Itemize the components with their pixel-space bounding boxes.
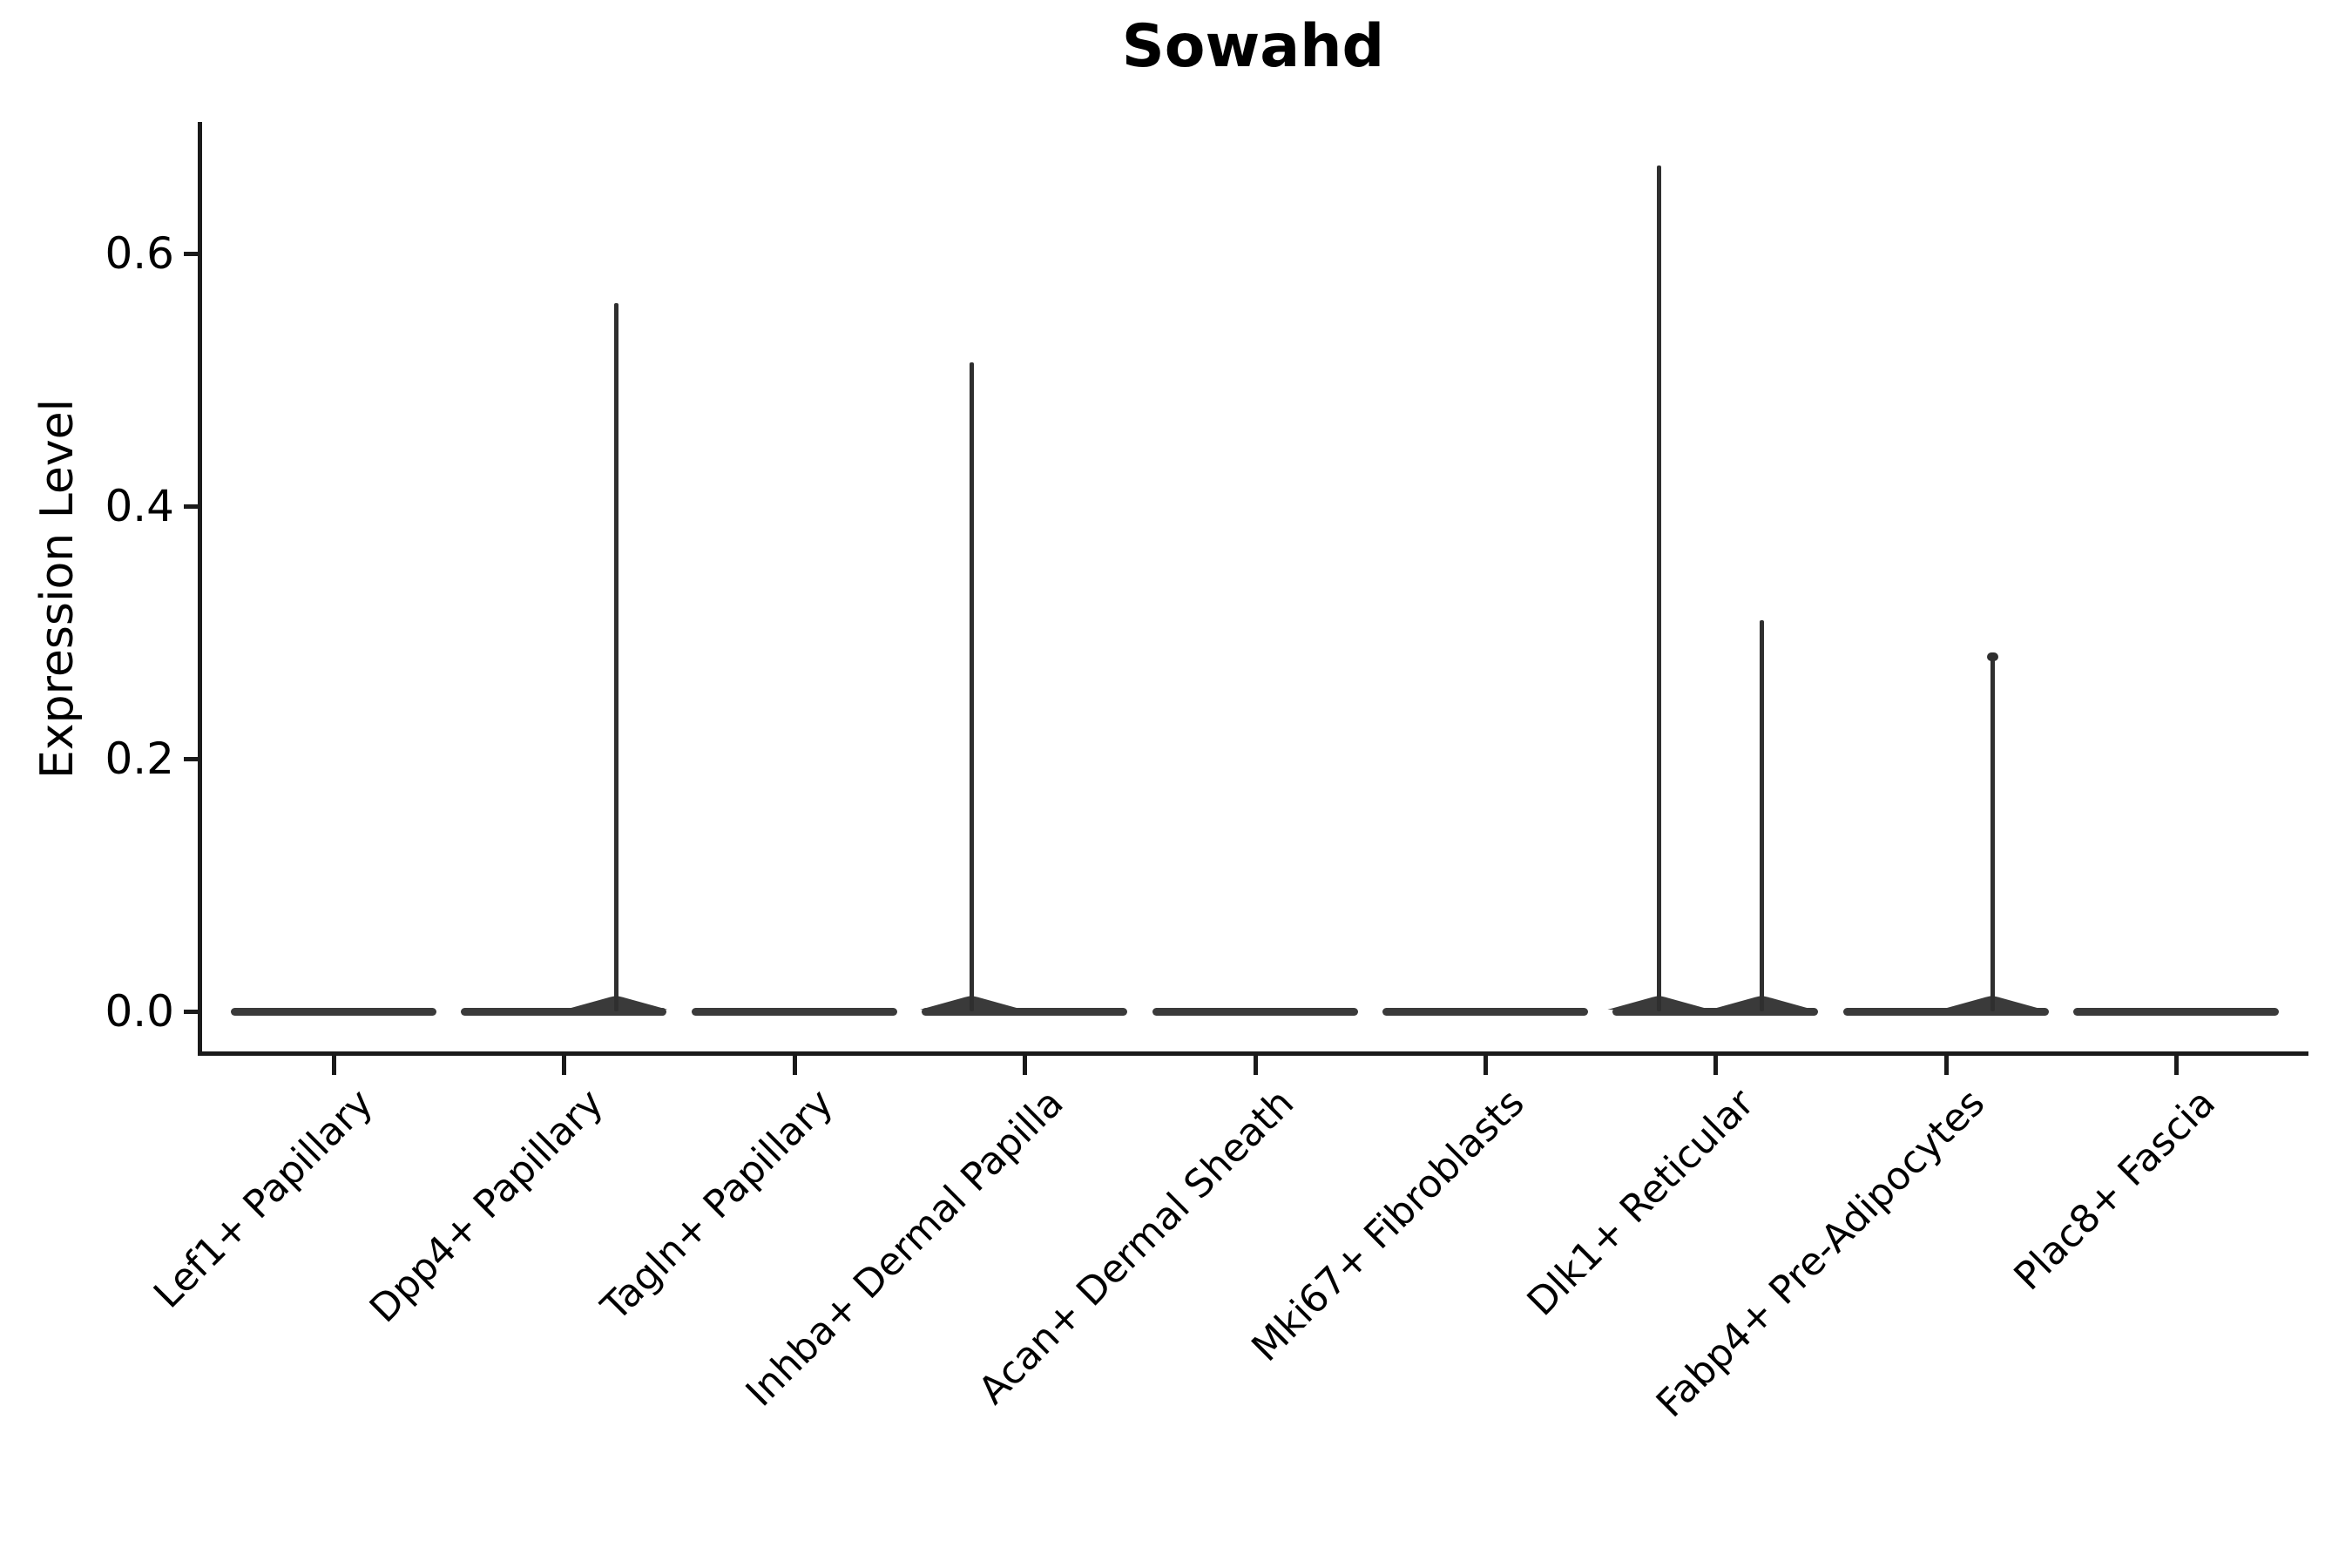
x-tick bbox=[1023, 1056, 1028, 1075]
x-tick bbox=[1713, 1056, 1719, 1075]
violin-body bbox=[461, 1008, 667, 1016]
violin-spike bbox=[614, 302, 619, 1011]
y-tick-label: 0.6 bbox=[105, 228, 174, 279]
violin-body bbox=[1152, 1008, 1358, 1016]
x-tick bbox=[562, 1056, 567, 1075]
violin-spike-cap bbox=[1986, 652, 1998, 661]
y-tick-label: 0.2 bbox=[105, 733, 174, 784]
chart-title: Sowahd bbox=[1121, 12, 1385, 81]
x-axis-tick-label: Plac8+ Fascia bbox=[2005, 1080, 2224, 1300]
y-tick-label: 0.4 bbox=[105, 481, 174, 531]
y-tick bbox=[184, 252, 198, 256]
violin-body bbox=[1612, 1008, 1819, 1016]
y-tick-label: 0.0 bbox=[105, 986, 174, 1037]
violin-spike bbox=[1657, 165, 1662, 1011]
x-tick bbox=[792, 1056, 797, 1075]
x-tick bbox=[1253, 1056, 1258, 1075]
violin-body bbox=[1842, 1008, 2049, 1016]
y-tick bbox=[184, 1010, 198, 1014]
y-tick bbox=[184, 757, 198, 761]
x-tick bbox=[1484, 1056, 1488, 1075]
violin-spike bbox=[970, 362, 975, 1011]
violin-spike bbox=[1760, 619, 1765, 1011]
violin-body bbox=[231, 1008, 436, 1016]
x-tick bbox=[332, 1056, 336, 1075]
x-axis-tick-label: Dpp4+ Papillary bbox=[361, 1080, 612, 1332]
x-tick bbox=[2174, 1056, 2180, 1075]
y-tick bbox=[184, 504, 198, 509]
violin-body bbox=[922, 1008, 1128, 1016]
violin-body bbox=[691, 1008, 897, 1016]
x-axis-tick-label: Tagln+ Papillary bbox=[593, 1080, 842, 1330]
y-axis-spine bbox=[198, 122, 202, 1056]
violin-body bbox=[2073, 1008, 2280, 1016]
x-axis-tick-label: Lef1+ Papillary bbox=[145, 1080, 382, 1317]
violin-spike bbox=[1990, 653, 1995, 1011]
x-axis-spine bbox=[198, 1051, 2308, 1056]
x-tick bbox=[1943, 1056, 1949, 1075]
x-axis-tick-label: Dlk1+ Reticular bbox=[1519, 1080, 1764, 1325]
violin-body bbox=[1382, 1008, 1588, 1016]
